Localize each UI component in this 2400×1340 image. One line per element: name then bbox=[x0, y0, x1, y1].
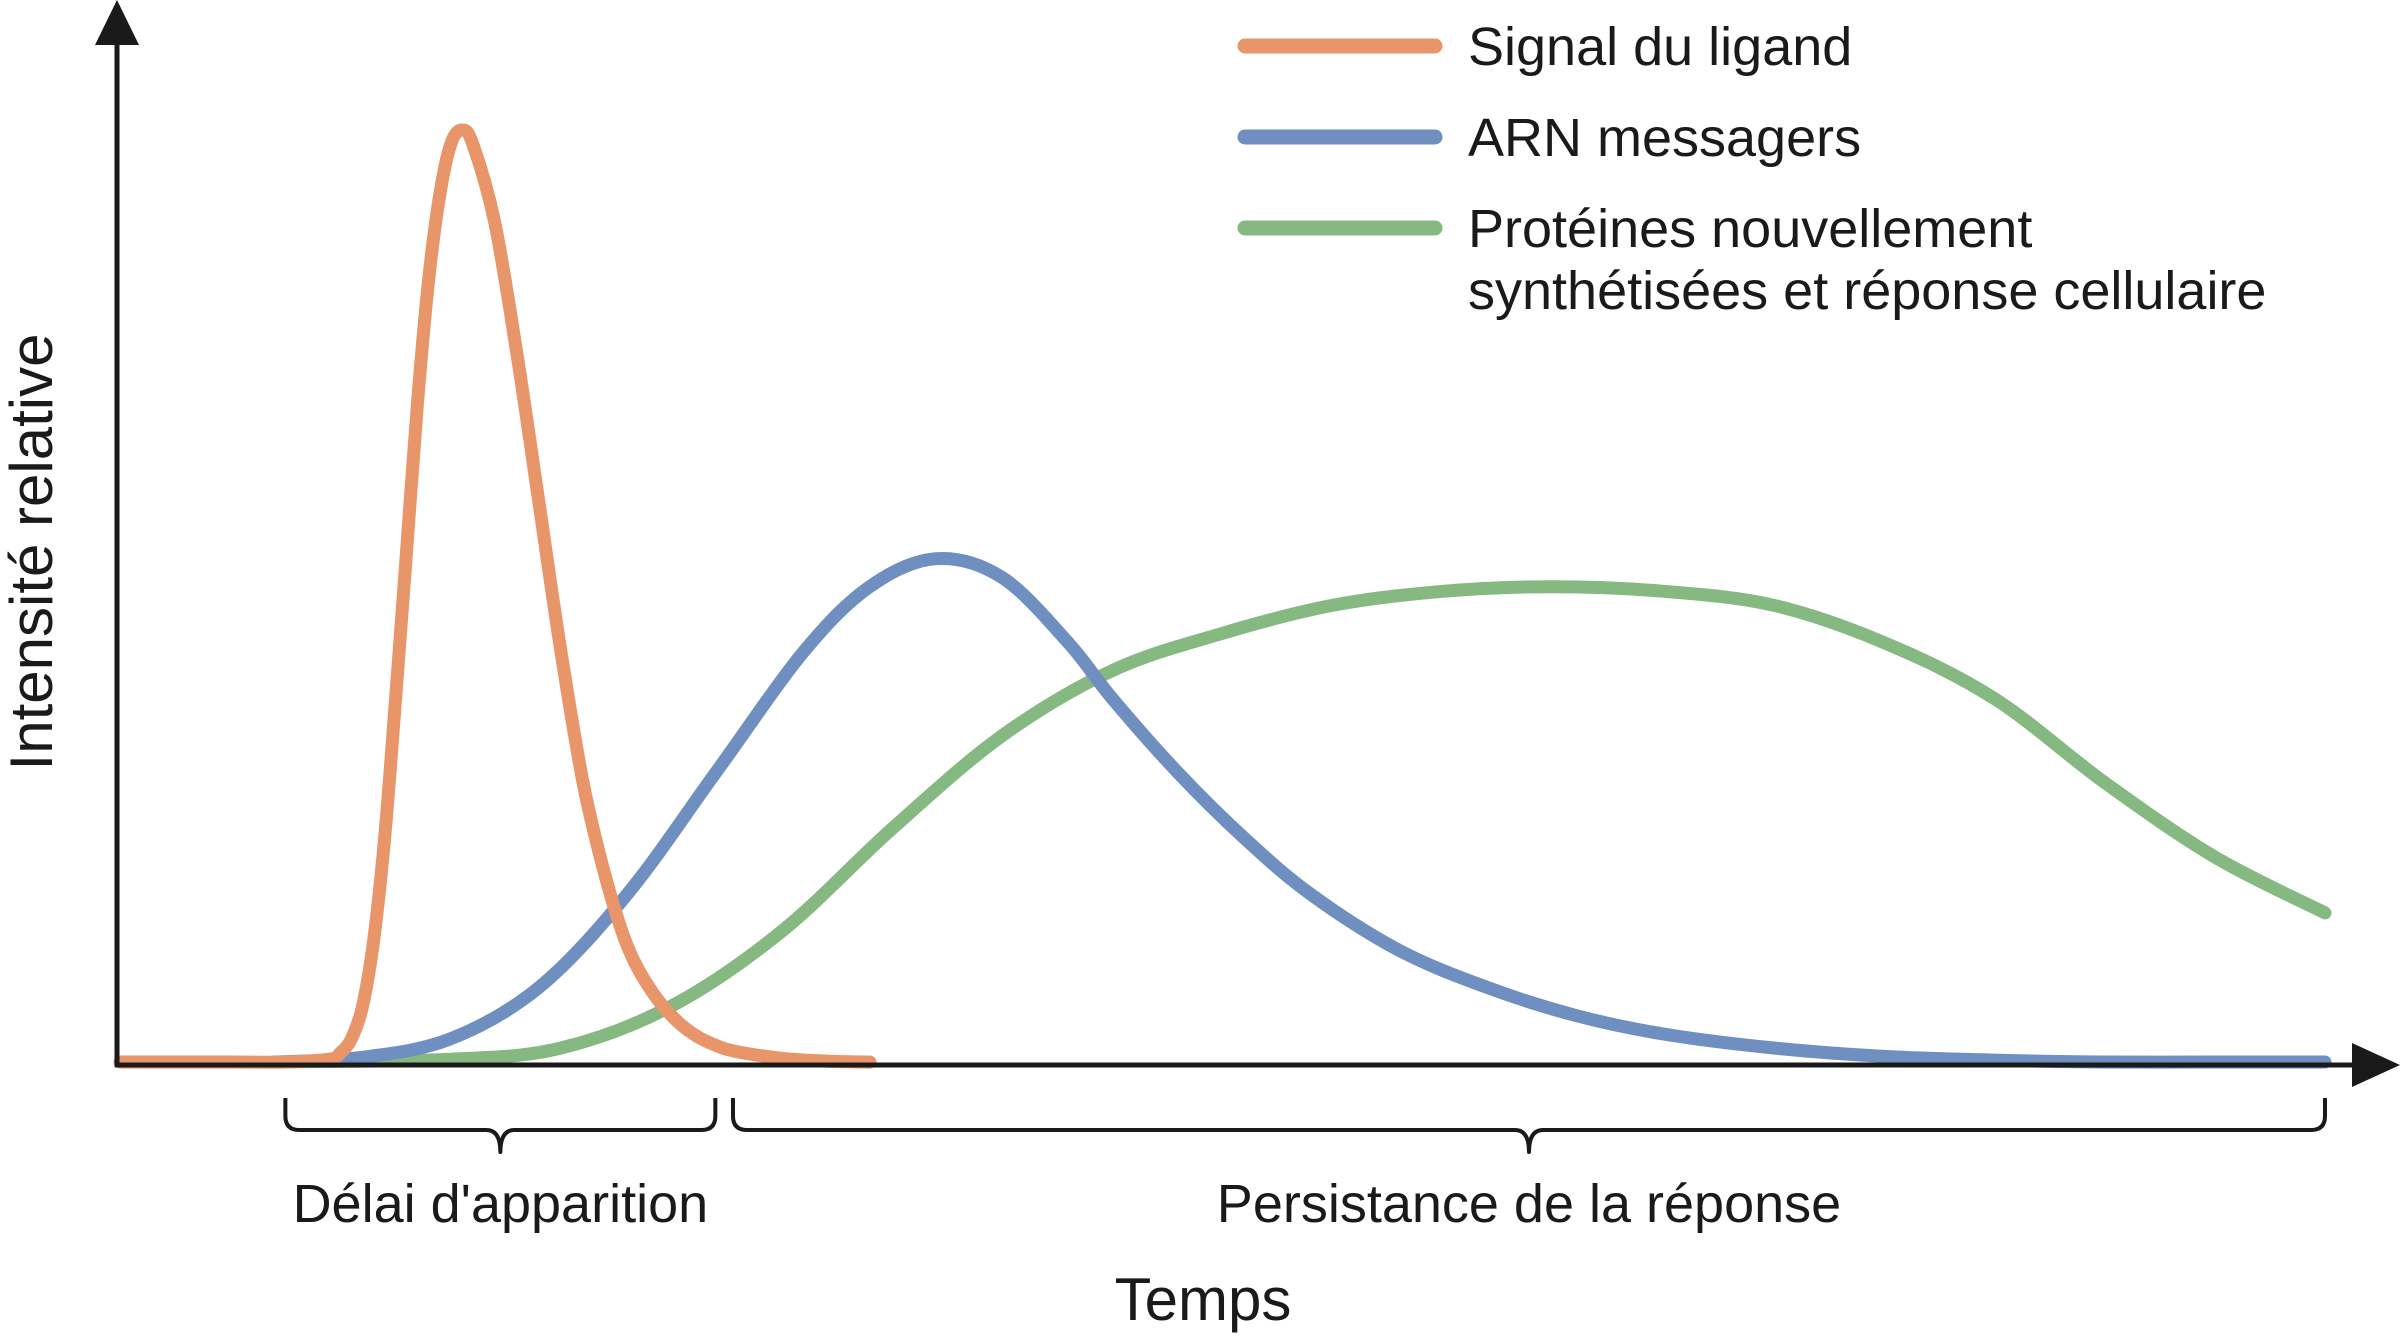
y-axis-arrow-icon bbox=[95, 0, 139, 45]
axes-layer bbox=[95, 0, 2400, 1087]
legend-label-1: Signal du ligand bbox=[1468, 17, 1852, 77]
series-line-2 bbox=[267, 551, 2332, 1069]
x-axis-label: Temps bbox=[1115, 1266, 1292, 1333]
series-line-1 bbox=[113, 123, 877, 1069]
legend: Signal du ligand ARN messagers Protéines n… bbox=[1237, 17, 2266, 321]
y-axis-label: Intensité relative bbox=[0, 334, 65, 771]
annotation-label-2: Persistance de la réponse bbox=[1217, 1174, 1841, 1234]
brace-2 bbox=[730, 1098, 2327, 1154]
legend-label-2: ARN messagers bbox=[1468, 108, 1861, 168]
annotation-label-1: Délai d'apparition bbox=[293, 1174, 709, 1234]
legend-label-3: Protéines nouvellement synthétisées et ré… bbox=[1468, 199, 2266, 321]
curves-layer bbox=[113, 123, 2332, 1069]
annotation-braces: Délai d'apparition Persistance de la répo… bbox=[283, 1098, 2327, 1234]
x-axis-arrow-icon bbox=[2352, 1043, 2400, 1087]
series-line-3 bbox=[267, 580, 2332, 1069]
brace-1 bbox=[283, 1098, 718, 1154]
